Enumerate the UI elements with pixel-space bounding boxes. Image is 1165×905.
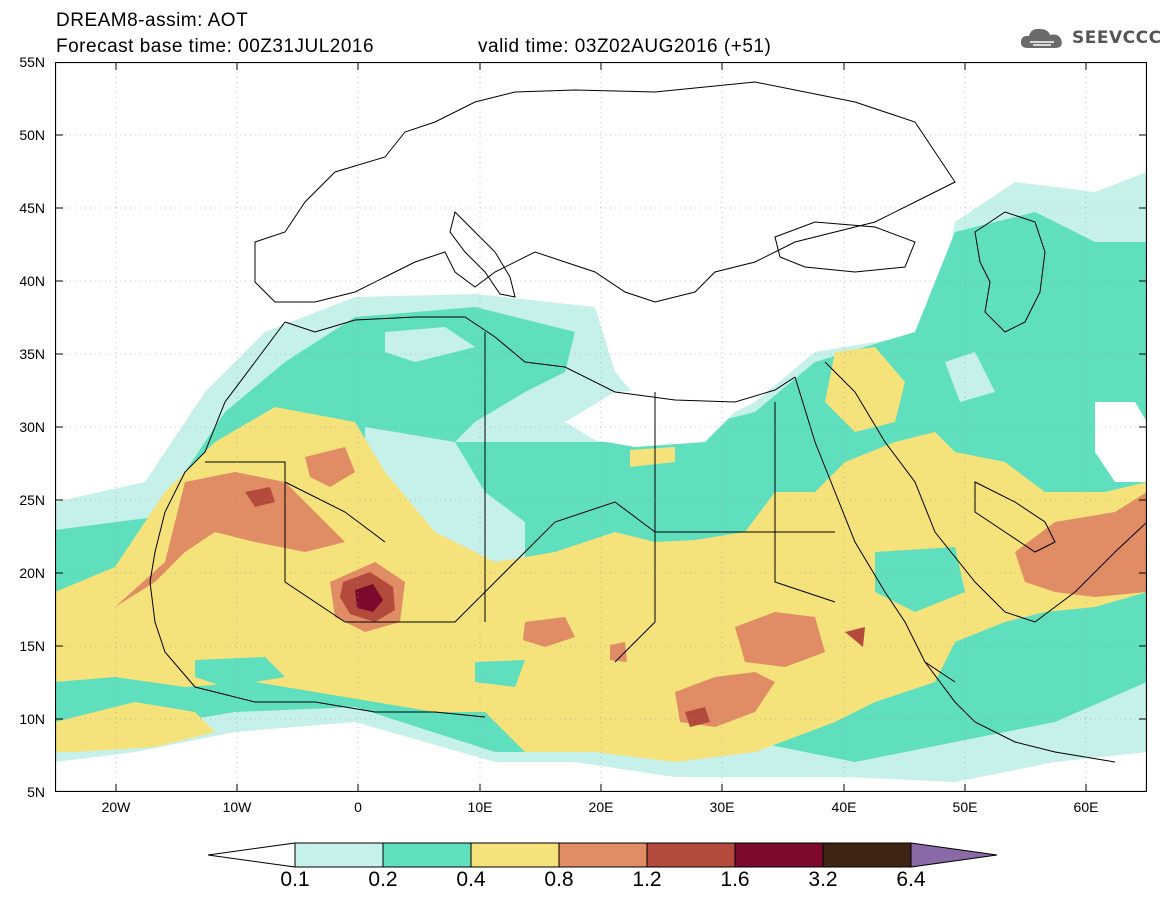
- lat-label-25n: 25N: [19, 492, 45, 508]
- lon-label-20e: 20E: [588, 799, 614, 815]
- lon-label-40e: 40E: [831, 799, 857, 815]
- map-title: DREAM8-assim: AOT: [56, 10, 249, 31]
- colorbar-segment-below: [208, 842, 296, 868]
- graticule: [55, 62, 1147, 792]
- lat-label-45n: 45N: [19, 200, 45, 216]
- aot-colorbar: [208, 842, 998, 868]
- colorbar-segment-4: [558, 842, 648, 868]
- lat-label-30n: 30N: [19, 419, 45, 435]
- aot-islands-0.2: [195, 507, 965, 687]
- seevccc-logo: SEEVCCC: [1018, 24, 1162, 52]
- lat-label-40n: 40N: [19, 273, 45, 289]
- lon-label-0: 0: [354, 799, 362, 815]
- lon-label-10w: 10W: [222, 799, 252, 815]
- colorbar-segment-7: [822, 842, 912, 868]
- colorbar-segment-3: [470, 842, 560, 868]
- lon-label-50e: 50E: [952, 799, 978, 815]
- logo-text: SEEVCCC: [1072, 28, 1162, 48]
- lon-label-60e: 60E: [1073, 799, 1099, 815]
- axis-ticks: [55, 62, 1147, 792]
- lat-label-35n: 35N: [19, 346, 45, 362]
- colorbar-segment-2: [382, 842, 472, 868]
- colorbar-label-0.1: 0.1: [280, 868, 310, 891]
- colorbar-segment-above: [910, 842, 998, 868]
- colorbar-label-1.2: 1.2: [632, 868, 662, 891]
- colorbar-segment-5: [646, 842, 736, 868]
- aot-field-0.4: [55, 347, 1147, 762]
- lat-label-55n: 55N: [19, 54, 45, 70]
- colorbar-label-6.4: 6.4: [896, 868, 926, 891]
- cloud-icon: [1020, 28, 1062, 48]
- aot-field-1.6: [355, 584, 383, 612]
- lon-label-20w: 20W: [101, 799, 131, 815]
- lon-label-30e: 30E: [709, 799, 735, 815]
- aot-clear-area: [565, 387, 1147, 482]
- valid-time: valid time: 03Z02AUG2016 (+51): [478, 36, 772, 57]
- colorbar-label-1.6: 1.6: [720, 868, 750, 891]
- lat-label-5n: 5N: [27, 784, 45, 800]
- lat-label-50n: 50N: [19, 127, 45, 143]
- forecast-base-time: Forecast base time: 00Z31JUL2016: [56, 36, 375, 57]
- lat-label-10n: 10N: [19, 711, 45, 727]
- coastlines: [149, 81, 1147, 763]
- lat-label-20n: 20N: [19, 565, 45, 581]
- colorbar-segment-6: [734, 842, 824, 868]
- colorbar-label-0.2: 0.2: [368, 868, 398, 891]
- colorbar-segment-1: [294, 842, 384, 868]
- lon-label-10e: 10E: [467, 799, 493, 815]
- aot-map: [55, 62, 1147, 792]
- lat-label-15n: 15N: [19, 638, 45, 654]
- colorbar-label-0.4: 0.4: [456, 868, 486, 891]
- colorbar-label-3.2: 3.2: [808, 868, 838, 891]
- colorbar-label-0.8: 0.8: [544, 868, 574, 891]
